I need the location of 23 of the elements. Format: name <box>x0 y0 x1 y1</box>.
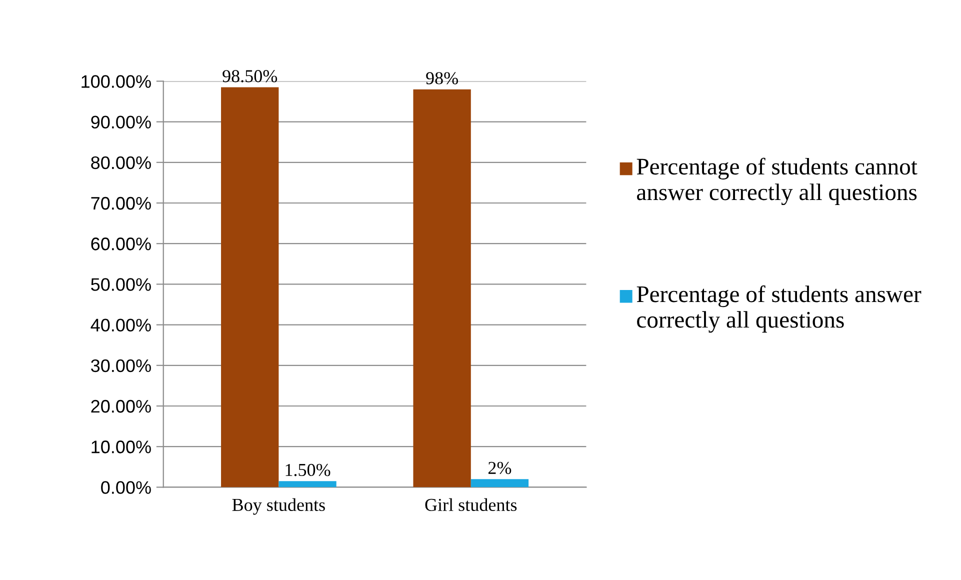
y-tick-label: 70.00% <box>91 196 151 210</box>
legend-label: Percentage of students answer correctly all questions <box>636 285 922 333</box>
data-label: 98.50% <box>222 70 278 82</box>
bar <box>221 87 279 488</box>
legend-label: Percentage of students cannot answer correctly all questions <box>636 158 918 206</box>
y-tick-label: 60.00% <box>91 238 151 250</box>
y-tick-label: 0.00% <box>101 481 151 494</box>
y-tick-label: 90.00% <box>91 116 151 129</box>
y-tick-label: 100.00% <box>82 75 151 88</box>
y-tick-label: 30.00% <box>91 359 151 372</box>
data-label: 2% <box>488 462 512 474</box>
y-tick-label: 20.00% <box>91 400 151 413</box>
bar <box>470 479 529 488</box>
data-label: 1.50% <box>286 464 330 476</box>
bar <box>278 481 336 488</box>
y-tick-label: 50.00% <box>91 278 151 291</box>
x-tick-label: Boy students <box>232 498 325 515</box>
data-label: 98% <box>426 72 458 84</box>
bar <box>413 89 471 488</box>
y-tick-label: 80.00% <box>91 156 151 170</box>
y-tick-label: 40.00% <box>90 318 151 332</box>
y-tick-label: 10.00% <box>92 440 151 454</box>
x-tick-label: Girl students <box>425 498 517 512</box>
